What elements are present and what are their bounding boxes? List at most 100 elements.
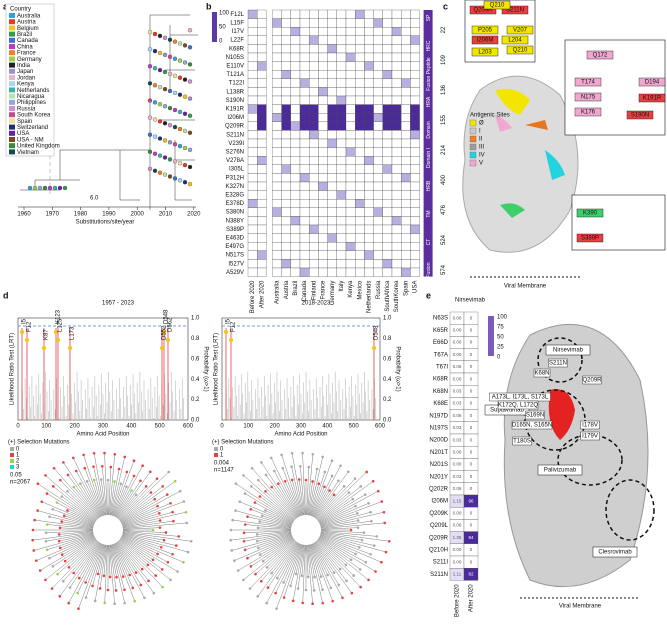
legend-label: India xyxy=(17,63,31,69)
tip xyxy=(264,509,267,512)
cell xyxy=(247,95,258,105)
branch xyxy=(52,538,96,567)
tip xyxy=(375,535,379,538)
branch xyxy=(243,475,295,521)
position-label: 155 xyxy=(441,114,447,125)
tip xyxy=(155,477,159,480)
tip xyxy=(157,50,163,56)
tip xyxy=(113,480,116,483)
tip xyxy=(83,466,87,470)
tip xyxy=(158,512,161,515)
cell xyxy=(345,78,356,88)
cell xyxy=(355,207,365,217)
cell xyxy=(309,121,319,131)
cell-value: 0 xyxy=(470,437,473,442)
cell xyxy=(345,164,356,174)
cell xyxy=(299,207,310,217)
tip xyxy=(152,83,158,88)
cell xyxy=(309,173,319,183)
residue-label: K390 xyxy=(583,211,598,217)
tip xyxy=(172,519,175,523)
cell xyxy=(290,27,301,36)
cell-value: 96 xyxy=(468,498,474,503)
tip xyxy=(249,507,253,511)
cell xyxy=(364,27,374,36)
branch xyxy=(32,531,94,541)
tip xyxy=(182,500,186,503)
tip xyxy=(258,520,262,523)
cell xyxy=(281,216,291,226)
cell xyxy=(336,190,347,200)
plot-title: 2018-2023 xyxy=(302,301,331,307)
tip xyxy=(48,556,51,560)
branch xyxy=(113,486,127,517)
tip xyxy=(133,599,137,603)
cell xyxy=(272,35,282,45)
peak-label: L125 xyxy=(58,318,64,332)
branch xyxy=(320,513,358,526)
tip xyxy=(307,465,311,469)
tip xyxy=(143,596,146,600)
tip xyxy=(108,575,112,579)
branch xyxy=(250,509,293,525)
cell xyxy=(272,233,282,243)
cell xyxy=(290,78,301,88)
legend-swatch xyxy=(9,37,15,43)
cell-value: 0.03 xyxy=(453,401,462,406)
tip xyxy=(157,153,163,158)
cell xyxy=(345,95,356,105)
cell xyxy=(382,233,393,243)
tip xyxy=(164,531,168,534)
tip xyxy=(359,485,363,488)
cell xyxy=(364,138,374,148)
branch xyxy=(274,470,300,517)
cell xyxy=(290,242,301,251)
tip xyxy=(177,92,183,97)
tip xyxy=(162,138,168,143)
tip xyxy=(31,538,34,542)
cell xyxy=(401,147,411,157)
cell xyxy=(272,199,282,208)
cell xyxy=(257,44,267,54)
legend-label: III xyxy=(479,145,484,151)
tip xyxy=(187,28,193,33)
cell xyxy=(401,9,411,19)
branch xyxy=(120,538,154,560)
row-label: S211I xyxy=(433,560,449,566)
cell xyxy=(327,113,337,122)
cell xyxy=(299,9,310,19)
site-box xyxy=(497,400,539,410)
cell xyxy=(247,267,258,277)
cell xyxy=(327,44,337,54)
tip xyxy=(234,509,237,512)
tip xyxy=(92,451,96,455)
y2-tick-label: 0.4 xyxy=(191,377,200,383)
cell xyxy=(257,70,267,79)
tip xyxy=(147,149,153,154)
cell xyxy=(290,259,301,269)
cell xyxy=(355,190,365,200)
branch xyxy=(318,494,366,523)
legend-label: USA - NM xyxy=(17,137,44,143)
row-label: S389P xyxy=(226,227,244,233)
cell-value: 0.06 xyxy=(453,364,462,369)
branch xyxy=(118,478,158,520)
domain-label: SP xyxy=(426,14,432,21)
cell xyxy=(382,44,393,54)
cell xyxy=(401,52,411,62)
tip xyxy=(350,591,354,595)
membrane-label: Viral Membrane xyxy=(504,284,547,290)
cell-value: 0.03 xyxy=(453,474,462,479)
branch xyxy=(122,522,187,529)
cell xyxy=(299,267,310,277)
branch xyxy=(84,468,103,517)
tip xyxy=(187,113,193,118)
branch xyxy=(261,462,298,518)
tip xyxy=(187,147,193,153)
cell xyxy=(318,216,328,226)
tip xyxy=(376,489,380,493)
x-tick-label: 200 xyxy=(70,424,81,430)
row-label: I17V xyxy=(232,29,244,35)
cell xyxy=(247,121,258,131)
cell-value: 0 xyxy=(470,376,473,381)
